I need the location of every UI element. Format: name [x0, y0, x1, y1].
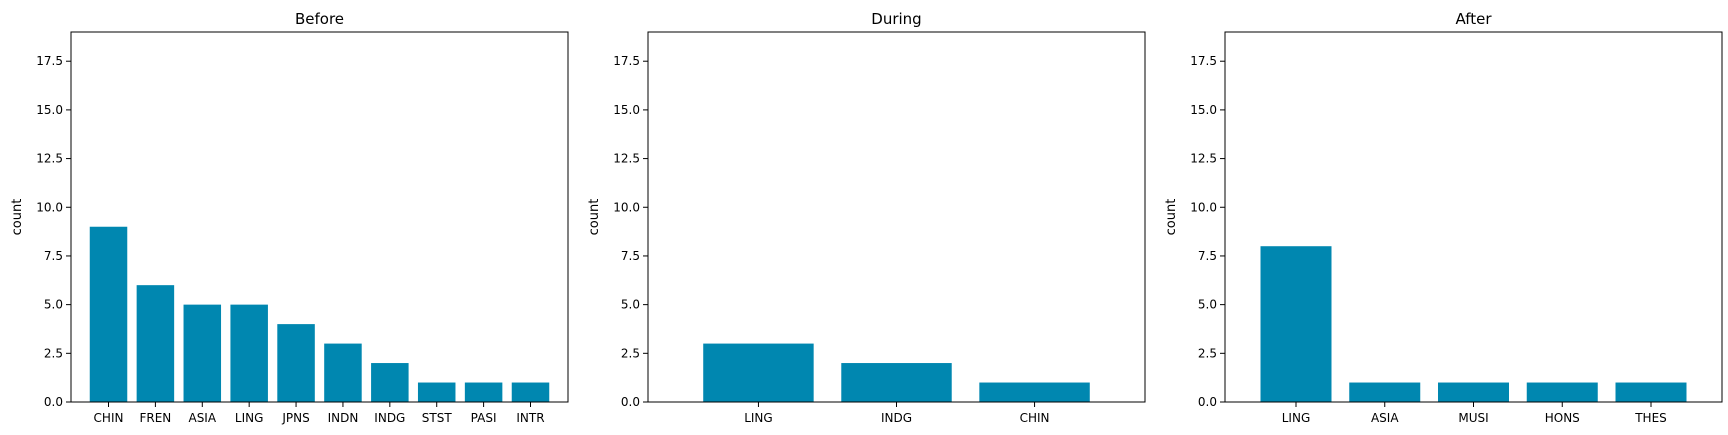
bar-fren [136, 285, 175, 402]
y-tick-label: 10.0 [36, 200, 63, 214]
y-tick-label: 15.0 [36, 103, 63, 117]
bar-asia [183, 304, 222, 402]
y-tick-label: 12.5 [613, 152, 640, 166]
y-tick-label: 0.0 [621, 395, 640, 409]
bar-jpns [277, 324, 315, 402]
y-tick-label: 2.5 [621, 346, 640, 360]
x-tick-label: INDN [328, 411, 359, 425]
y-tick-label: 5.0 [1198, 298, 1217, 312]
x-tick-label: INDG [881, 411, 912, 425]
y-tick-label: 17.5 [613, 54, 640, 68]
y-tick-label: 7.5 [621, 249, 640, 263]
y-axis-label: count [587, 199, 602, 236]
x-tick-label: CHIN [94, 411, 124, 425]
y-tick-label: 0.0 [1198, 395, 1217, 409]
x-tick-label: LING [1282, 411, 1311, 425]
y-axis-label: count [10, 199, 25, 236]
chart-title: Before [295, 10, 344, 28]
x-tick-label: LING [235, 411, 264, 425]
y-tick-label: 12.5 [1190, 152, 1217, 166]
bar-stst [417, 382, 456, 402]
bar-chin [89, 226, 128, 402]
chart-title: During [871, 10, 921, 28]
x-tick-label: HONS [1545, 411, 1580, 425]
bar-intr [511, 382, 550, 402]
y-tick-label: 12.5 [36, 152, 63, 166]
x-tick-label: MUSI [1458, 411, 1488, 425]
bar-hons [1526, 382, 1598, 402]
y-tick-label: 10.0 [1190, 200, 1217, 214]
x-tick-label: INDG [374, 411, 405, 425]
x-tick-label: ASIA [1371, 411, 1399, 425]
x-tick-label: PASI [471, 411, 497, 425]
chart-panel-3: 0.0 2.5 5.0 7.5 10.0 12.5 15.0 17.5 LING ASIA MUSI… [1164, 10, 1723, 425]
bar-indg [841, 363, 952, 402]
x-tick-label: LING [744, 411, 773, 425]
bar-ling [230, 304, 268, 402]
bar-indn [324, 343, 362, 402]
bar-asia [1349, 382, 1421, 402]
x-tick-label: THES [1634, 411, 1667, 425]
y-tick-label: 5.0 [621, 298, 640, 312]
y-tick-label: 10.0 [613, 200, 640, 214]
y-tick-label: 2.5 [44, 346, 63, 360]
bar-ling [703, 343, 814, 402]
y-tick-label: 17.5 [1190, 54, 1217, 68]
y-tick-label: 17.5 [36, 54, 63, 68]
x-tick-label: STST [422, 411, 453, 425]
y-axis-label: count [1164, 199, 1179, 236]
y-tick-label: 5.0 [44, 298, 63, 312]
x-tick-label: ASIA [188, 411, 216, 425]
axes-frame [70, 31, 569, 403]
x-tick-label: INTR [516, 411, 544, 425]
y-tick-label: 7.5 [44, 249, 63, 263]
x-tick-label: CHIN [1020, 411, 1050, 425]
y-tick-label: 15.0 [1190, 103, 1217, 117]
bar-chin [979, 382, 1090, 402]
bar-pasi [464, 382, 503, 402]
y-tick-label: 0.0 [44, 395, 63, 409]
bar-ling [1260, 246, 1332, 402]
x-tick-label: FREN [139, 411, 171, 425]
bar-thes [1615, 382, 1687, 402]
y-tick-label: 2.5 [1198, 346, 1217, 360]
bar-musi [1438, 382, 1509, 402]
y-tick-label: 7.5 [1198, 249, 1217, 263]
y-tick-label: 15.0 [613, 103, 640, 117]
x-tick-label: JPNS [281, 411, 309, 425]
chart-panel-2: 0.0 2.5 5.0 7.5 10.0 12.5 15.0 17.5 LING INDG CHIN… [587, 10, 1146, 425]
chart-title: After [1455, 10, 1492, 28]
chart-panel-1: 0.0 2.5 5.0 7.5 10.0 12.5 15.0 17.5 CHIN FREN ASIA… [10, 10, 569, 425]
bar-indg [371, 363, 409, 402]
